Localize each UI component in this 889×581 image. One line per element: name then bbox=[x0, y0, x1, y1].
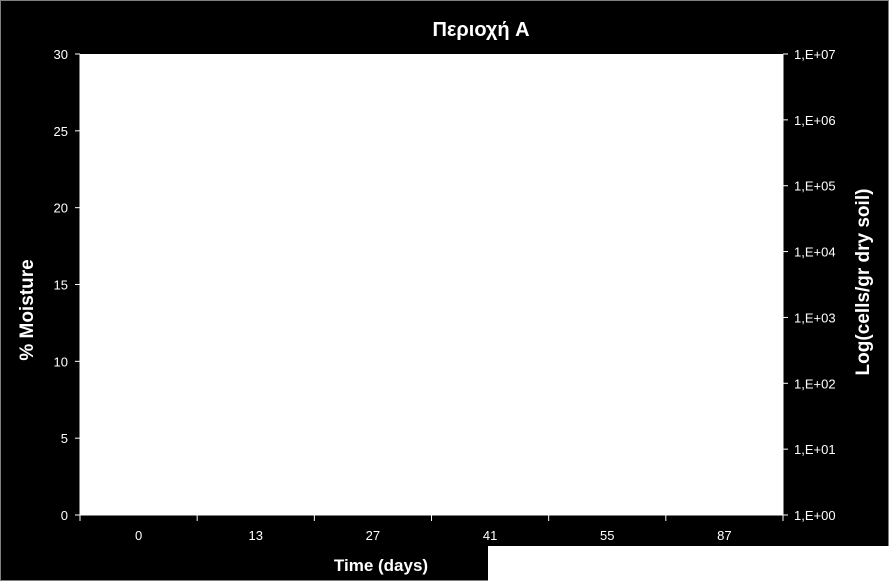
chart-title: Περιοχή A bbox=[432, 19, 529, 41]
x-tick-label: 41 bbox=[483, 528, 497, 543]
x-tick-label: 13 bbox=[249, 528, 263, 543]
x-tick-label: 0 bbox=[135, 528, 142, 543]
x-tick-label: 55 bbox=[600, 528, 614, 543]
x-tick-label: 87 bbox=[717, 528, 731, 543]
y2-tick-label: 1,E+02 bbox=[794, 376, 836, 391]
y-tick-label: 20 bbox=[54, 201, 68, 216]
y-tick-label: 25 bbox=[54, 124, 68, 139]
y-tick-label: 15 bbox=[54, 278, 68, 293]
x-tick-label: 27 bbox=[366, 528, 380, 543]
x-axis-label: Time (days) bbox=[334, 556, 428, 575]
y2-tick-label: 1,E+05 bbox=[794, 179, 836, 194]
plot-area bbox=[80, 54, 783, 515]
y2-tick-label: 1,E+01 bbox=[794, 442, 836, 457]
x-axis: 0 13 27 41 55 87 bbox=[79, 514, 784, 543]
y2-axis-label: Log(cells/gr dry soil) bbox=[853, 189, 874, 376]
y2-tick-label: 1,E+04 bbox=[794, 245, 836, 260]
y2-tick-label: 1,E+03 bbox=[794, 310, 836, 325]
y-tick-label: 0 bbox=[61, 508, 68, 523]
y2-tick-label: 1,E+00 bbox=[794, 508, 836, 523]
y2-tick-label: 1,E+06 bbox=[794, 113, 836, 128]
y-tick-label: 5 bbox=[61, 431, 68, 446]
y-axis-label: % Moisture bbox=[17, 259, 38, 360]
y-axis-right: 1,E+00 1,E+01 1,E+02 1,E+03 1,E+04 1,E+05 1,E+… bbox=[782, 47, 836, 523]
y2-tick-label: 1,E+07 bbox=[794, 47, 836, 62]
y-tick-label: 30 bbox=[54, 47, 68, 62]
y-tick-label: 10 bbox=[54, 354, 68, 369]
legend-box bbox=[488, 546, 889, 581]
y-axis-left: 0 5 10 15 20 25 30 bbox=[54, 47, 81, 523]
